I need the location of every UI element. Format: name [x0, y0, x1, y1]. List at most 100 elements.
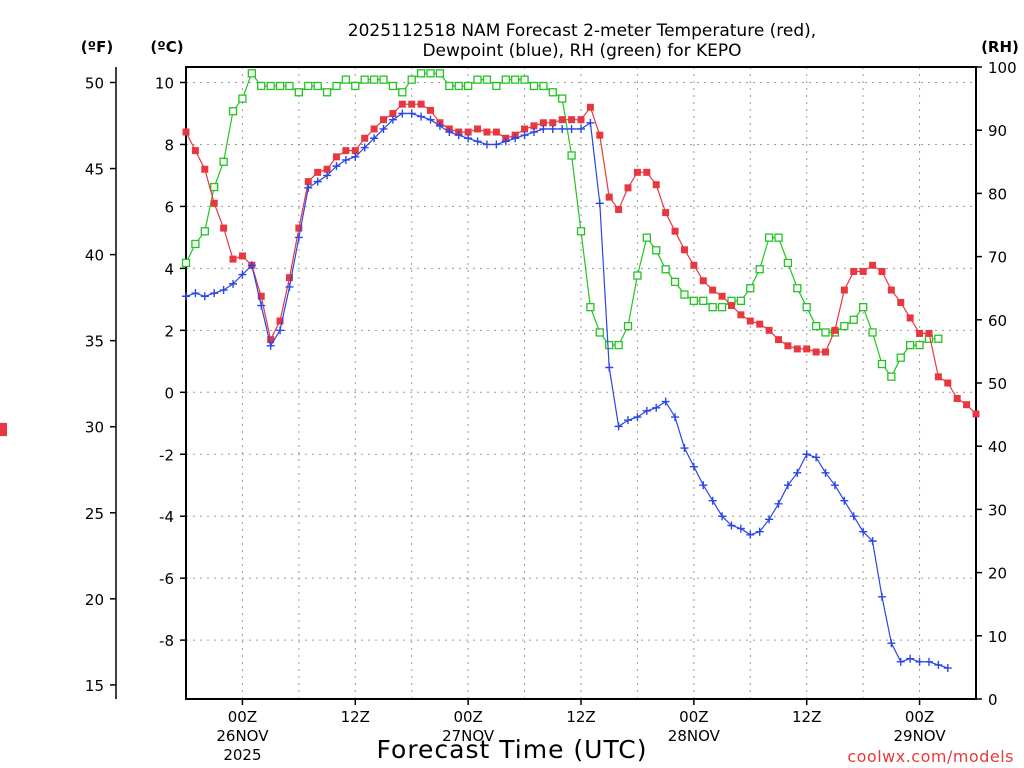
rh-point	[463, 81, 473, 91]
f-tick-label: 40	[85, 247, 104, 265]
temperature-point	[191, 147, 199, 155]
temperature-point	[963, 401, 971, 409]
rh-point	[398, 88, 407, 97]
dewpoint-point	[398, 109, 407, 118]
x-axis-label: Forecast Time (UTC)	[377, 735, 648, 764]
dewpoint-point	[539, 124, 548, 133]
rh-tick-label: 30	[988, 501, 1007, 519]
rh-point	[379, 75, 388, 84]
rh-point	[539, 81, 548, 91]
c-tick-label: 0	[164, 384, 174, 402]
c-tick-label: -2	[159, 446, 174, 464]
rh-point	[473, 75, 482, 84]
f-tick-label: 25	[85, 505, 104, 523]
dewpoint-point	[501, 137, 510, 146]
dewpoint-point	[558, 124, 567, 133]
rh-point	[191, 239, 200, 249]
rh-tick-label: 70	[988, 249, 1007, 267]
temperature-point	[220, 224, 228, 232]
x-year-label: 2025	[223, 746, 261, 764]
series-rh	[181, 69, 943, 381]
dewpoint-point	[849, 512, 858, 521]
rh-point	[492, 81, 501, 91]
rh-tick-label: 40	[988, 438, 1007, 456]
temperature-point	[699, 277, 707, 285]
temperature-point	[238, 252, 246, 260]
rh-unit-label: (RH)	[981, 38, 1019, 56]
temperature-point	[662, 209, 670, 217]
x-date-label: 27NOV	[442, 727, 495, 745]
dewpoint-point	[435, 121, 444, 130]
dewpoint-point	[934, 660, 943, 669]
dewpoint-point	[417, 112, 426, 121]
dewpoint-point	[182, 292, 190, 301]
temperature-point	[596, 131, 604, 139]
rh-point	[736, 296, 746, 305]
c-tick-label: 4	[164, 260, 174, 278]
dewpoint-point	[821, 468, 830, 477]
dewpoint-point	[642, 406, 651, 415]
temperature-point	[633, 168, 641, 176]
chart-subtitle: Dewpoint (blue), RH (green) for KEPO	[422, 41, 741, 61]
c-tick-label: 6	[164, 198, 174, 216]
dewpoint-point	[332, 162, 341, 171]
temperature-point	[680, 246, 688, 254]
temperature-point	[615, 206, 623, 214]
rh-point	[793, 284, 802, 293]
dewpoint-point	[360, 143, 369, 152]
temperature-point	[671, 227, 679, 235]
dewpoint-point	[868, 537, 877, 545]
x-date-label: 29NOV	[894, 727, 947, 745]
temperature-point	[323, 165, 331, 173]
dewpoint-point	[529, 128, 538, 137]
rh-point	[661, 265, 670, 274]
dewpoint-point	[464, 134, 473, 143]
rh-point	[887, 372, 896, 381]
rh-point	[755, 265, 764, 274]
temperature-point	[953, 394, 961, 402]
x-tick-label: 00Z	[679, 708, 708, 726]
rh-point	[652, 246, 661, 255]
rh-point	[200, 227, 209, 236]
dewpoint-point	[859, 527, 868, 536]
x-tick-label: 00Z	[228, 708, 257, 726]
x-tick-label: 00Z	[453, 708, 482, 726]
temperature-point	[624, 184, 632, 192]
dewpoint-point	[191, 289, 200, 298]
dewpoint-point	[586, 118, 595, 127]
rh-point	[670, 277, 680, 287]
dewpoint-point	[407, 109, 416, 118]
dewpoint-point	[247, 261, 256, 270]
fahrenheit-axis: 15 20 25 30 35 40 45 50	[85, 74, 116, 695]
dewpoint-point	[511, 134, 520, 143]
rh-point	[680, 290, 689, 299]
rh-point	[595, 328, 604, 337]
rh-point	[633, 271, 642, 280]
dewpoint-point	[765, 515, 774, 524]
rh-point	[285, 81, 294, 91]
rh-point	[304, 81, 313, 91]
series-2-meter-temperature	[0, 100, 980, 437]
dewpoint-point	[652, 403, 661, 412]
temperature-point	[812, 348, 820, 356]
temperature-point	[408, 100, 416, 108]
temperature-point	[521, 125, 529, 133]
rh-point	[313, 81, 322, 91]
dewpoint-point	[351, 152, 360, 161]
rh-tick-label: 50	[988, 375, 1007, 393]
rh-point	[567, 151, 576, 160]
x-tick-label: 00Z	[905, 708, 934, 726]
temperature-point	[718, 292, 726, 300]
temperature-point	[906, 314, 914, 322]
dewpoint-point	[708, 496, 717, 505]
series-dewpoint	[182, 109, 952, 673]
temperature-point	[793, 345, 801, 353]
dewpoint-point	[896, 657, 905, 666]
temperature-point	[586, 103, 594, 111]
temperature-point	[925, 329, 933, 337]
dewpoint-point	[520, 131, 529, 140]
dewpoint-point	[915, 657, 924, 666]
rh-point	[764, 233, 774, 242]
rh-point	[351, 81, 360, 91]
rh-point	[783, 258, 793, 268]
